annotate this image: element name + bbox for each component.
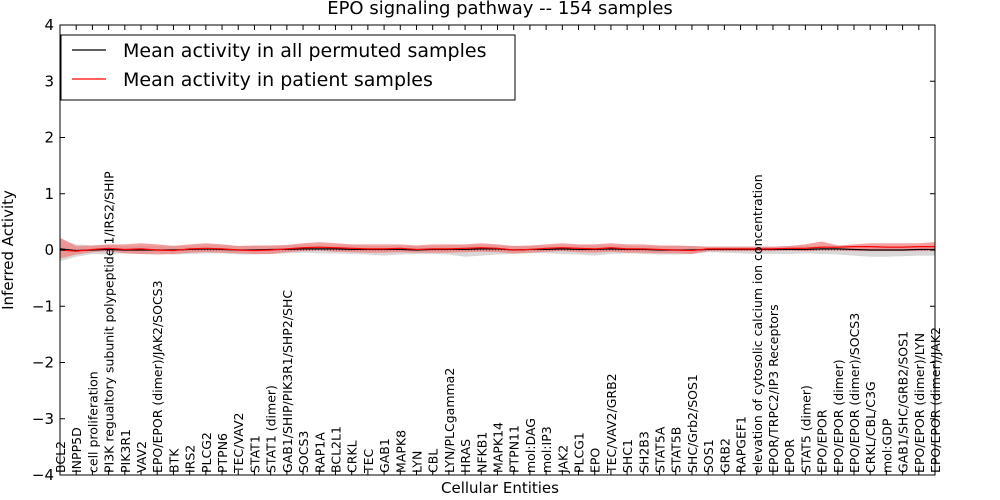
chart-title: EPO signaling pathway -- 154 samples	[327, 0, 673, 19]
category-label: CRKL	[345, 440, 360, 473]
category-label: PLCG2	[199, 432, 214, 473]
category-label: EPO/EPOR	[815, 409, 830, 473]
category-label: BCL2L1	[328, 426, 343, 473]
y-axis-ticks: 4 3 2 1 0 −1 −2 −3 −4	[32, 16, 935, 484]
category-label: PTPN11	[507, 425, 522, 473]
category-label: EPO/EPOR (dimer)	[831, 359, 846, 473]
category-label: PI3K regualtory subunit polypeptide 1/IR…	[102, 171, 117, 473]
category-label: MAPK14	[491, 422, 506, 473]
category-label: LYN/PLCgamma2	[442, 368, 457, 473]
line-series-1	[59, 246, 935, 252]
category-label: EPOR/TRPC2/IP3 Receptors	[766, 304, 781, 473]
y-tick-label: 3	[44, 72, 54, 90]
category-label: TEC/VAV2	[231, 413, 246, 474]
category-label: CBL	[426, 449, 441, 473]
category-label: cell proliferation	[85, 371, 100, 473]
category-label: GAB1/SHC/GRB2/SOS1	[896, 331, 911, 473]
category-label: EPO/EPOR (dimer)/SOCS3	[847, 313, 862, 473]
y-tick-label: −4	[32, 466, 54, 484]
category-label: EPO/EPOR (dimer)/JAK2/SOCS3	[150, 280, 165, 473]
category-label: RAP1A	[312, 432, 327, 473]
plot-frame	[59, 24, 936, 476]
legend-label-permuted: Mean activity in all permuted samples	[123, 40, 486, 62]
category-label: INPP5D	[69, 427, 84, 473]
category-label: BTK	[166, 448, 181, 473]
category-label: PLCG1	[572, 432, 587, 473]
y-axis-label: Inferred Activity	[0, 190, 17, 310]
category-label: mol:DAG	[523, 418, 538, 473]
y-tick-label: 1	[44, 185, 54, 203]
category-label: TEC/VAV2/GRB2	[604, 373, 619, 474]
category-label: STAT5B	[669, 427, 684, 473]
series-lines	[59, 246, 935, 252]
category-label: EPOR	[782, 439, 797, 473]
category-label: GAB1/SHIP/PIK3R1/SHP2/SHC	[280, 290, 295, 473]
category-label: SHC/Grb2/SOS1	[685, 374, 700, 473]
category-label: SOS1	[701, 439, 716, 473]
category-label: STAT1	[247, 435, 262, 473]
x-axis-label: Cellular Entities	[441, 479, 559, 497]
category-label: PIK3R1	[118, 429, 133, 473]
category-label: CRKL/CBL/C3G	[863, 381, 878, 473]
category-label: STAT5A	[653, 426, 668, 473]
category-label: SHC1	[620, 439, 635, 473]
category-labels: BCL2 INPP5D cell proliferation PI3K regualt…	[53, 25, 943, 475]
category-label: STAT1 (dimer)	[264, 385, 279, 473]
category-label: SOCS3	[296, 431, 311, 473]
category-label: TEC	[361, 448, 376, 474]
category-label: GAB1	[377, 438, 392, 473]
category-label: IRS2	[183, 445, 198, 473]
category-label: VAV2	[134, 441, 149, 473]
legend-box	[60, 34, 516, 101]
y-tick-label: 0	[44, 241, 54, 259]
y-tick-label: −2	[32, 354, 54, 372]
category-label: JAK2	[555, 445, 570, 474]
y-tick-label: 4	[44, 16, 54, 34]
y-tick-label: 2	[44, 129, 54, 147]
legend-label-patient: Mean activity in patient samples	[123, 69, 433, 91]
category-label: EPO/EPOR (dimer)/LYN	[912, 333, 927, 473]
category-label: HRAS	[458, 439, 473, 473]
category-label: PTPN6	[215, 433, 230, 473]
category-label: elevation of cytosolic calcium ion conce…	[750, 174, 765, 473]
category-label: STAT5 (dimer)	[798, 385, 813, 473]
y-tick-label: −1	[32, 297, 54, 315]
category-label: MAPK8	[393, 430, 408, 473]
category-label: mol:GDP	[879, 418, 894, 473]
category-label: GRB2	[717, 438, 732, 473]
category-label: SH2B3	[636, 431, 651, 473]
category-label: LYN	[409, 451, 424, 473]
category-label: RAPGEF1	[734, 416, 749, 473]
legend: Mean activity in all permuted samples Me…	[60, 34, 516, 101]
category-label: mol:IP3	[539, 426, 554, 473]
y-tick-label: −3	[32, 410, 54, 428]
category-label: NFKB1	[474, 432, 489, 473]
category-label: EPO	[588, 448, 603, 473]
